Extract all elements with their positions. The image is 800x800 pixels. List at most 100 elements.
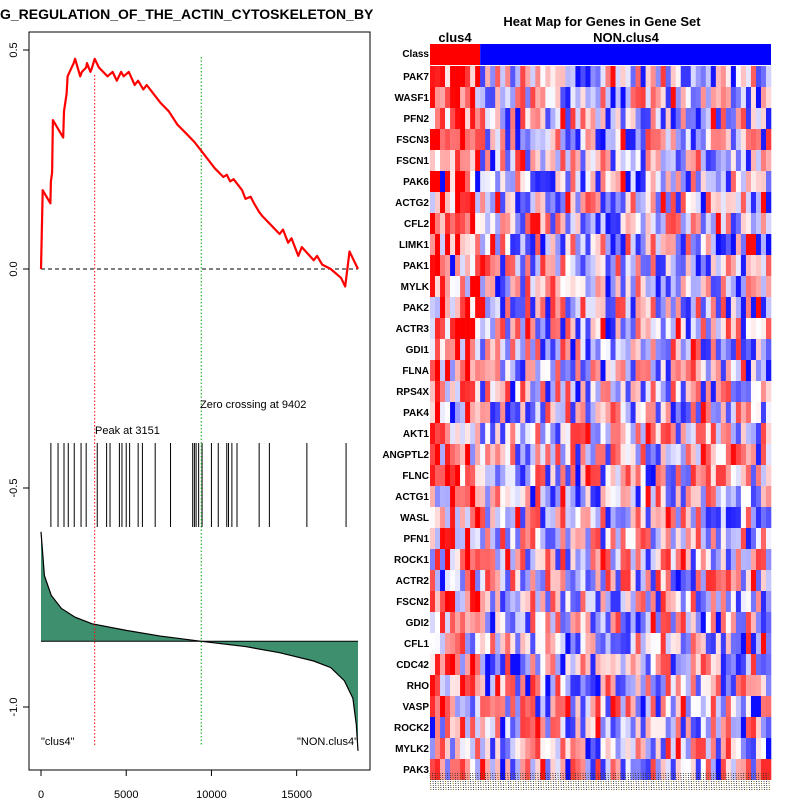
heatmap-cell	[505, 192, 511, 213]
heatmap-cell	[665, 654, 671, 675]
heatmap-cell	[640, 423, 646, 444]
heatmap-cell	[480, 528, 486, 549]
heatmap-cell	[670, 171, 677, 192]
heatmap-cell	[485, 465, 491, 486]
heatmap-cell	[645, 150, 651, 171]
heatmap-cell	[660, 108, 666, 129]
heatmap-cell	[660, 339, 666, 360]
heatmap-cell	[680, 213, 687, 234]
heatmap-cell	[485, 150, 491, 171]
heatmap-cell	[520, 381, 526, 402]
heatmap-cell	[465, 633, 471, 654]
heatmap-cell	[610, 591, 616, 612]
heatmap-cell	[760, 654, 767, 675]
heatmap-cell	[660, 192, 666, 213]
heatmap-cell	[490, 255, 496, 276]
heatmap-cell	[740, 276, 747, 297]
heatmap-cell	[625, 528, 631, 549]
heatmap-cell	[450, 255, 456, 276]
heatmap-cell	[620, 87, 626, 108]
sample-label-mark	[655, 772, 658, 791]
heatmap-cell	[675, 675, 682, 696]
sample-label-mark	[763, 772, 765, 791]
heatmap-cell	[445, 423, 451, 444]
heatmap-cell	[710, 696, 717, 717]
heatmap-cell	[640, 339, 646, 360]
heatmap-cell	[530, 549, 536, 570]
heatmap-cell	[450, 360, 456, 381]
heatmap-cell	[620, 318, 626, 339]
y-tick-label: -0.5	[8, 479, 20, 498]
heatmap-cell	[680, 633, 687, 654]
heatmap-cell	[680, 570, 687, 591]
heatmap-cell	[650, 234, 656, 255]
heatmap-cell	[575, 444, 581, 465]
heatmap-cell	[625, 486, 631, 507]
heatmap-cell	[760, 507, 767, 528]
heatmap-cell	[465, 423, 471, 444]
heatmap-cell	[710, 66, 717, 87]
heatmap-cell	[595, 339, 601, 360]
heatmap-cell	[640, 738, 646, 759]
heatmap-cell	[640, 486, 646, 507]
heatmap-cell	[460, 759, 466, 780]
heatmap-cell	[450, 381, 456, 402]
heatmap-cell	[530, 612, 536, 633]
heatmap-cell	[440, 87, 446, 108]
heatmap-cell	[440, 675, 446, 696]
heatmap-cell	[525, 66, 531, 87]
heatmap-cell	[480, 297, 486, 318]
heatmap-cell	[705, 339, 712, 360]
heatmap-cell	[535, 675, 541, 696]
heatmap-cell	[745, 675, 752, 696]
heatmap-cell	[515, 192, 521, 213]
heatmap-cell	[480, 696, 486, 717]
heatmap-cell	[485, 318, 491, 339]
heatmap-cell	[440, 129, 446, 150]
gene-label: PAK1	[403, 261, 429, 272]
heatmap-cell	[565, 465, 571, 486]
heatmap-cell	[435, 423, 441, 444]
heatmap-cell	[625, 675, 631, 696]
heatmap-cell	[440, 717, 446, 738]
heatmap-cell	[690, 507, 697, 528]
heatmap-cell	[725, 717, 732, 738]
heatmap-cell	[615, 108, 621, 129]
heatmap-cell	[740, 87, 747, 108]
gene-label: MYLK	[401, 282, 430, 293]
heatmap-cell	[535, 171, 541, 192]
heatmap-cell	[620, 507, 626, 528]
sample-label-mark	[567, 772, 570, 791]
heatmap-cell	[685, 717, 692, 738]
heatmap-cell	[675, 612, 682, 633]
heatmap-cell	[765, 507, 772, 528]
gene-label: CDC42	[396, 660, 429, 671]
heatmap-cell	[695, 87, 702, 108]
heatmap-cell	[735, 234, 742, 255]
heatmap-cell	[655, 150, 661, 171]
heatmap-cell	[610, 528, 616, 549]
heatmap-cell	[580, 612, 586, 633]
heatmap-cell	[520, 486, 526, 507]
heatmap-cell	[610, 549, 616, 570]
heatmap-cell	[605, 108, 611, 129]
heatmap-cell	[490, 423, 496, 444]
heatmap-cell	[720, 108, 727, 129]
heatmap-cell	[465, 171, 471, 192]
heatmap-cell	[465, 717, 471, 738]
heatmap-cell	[725, 696, 732, 717]
heatmap-cell	[555, 591, 561, 612]
heatmap-cell	[600, 696, 606, 717]
heatmap-cell	[570, 507, 576, 528]
heatmap-cell	[510, 612, 516, 633]
heatmap-cell	[430, 759, 436, 780]
heatmap-cell	[705, 759, 712, 780]
heatmap-cell	[510, 738, 516, 759]
heatmap-cell	[755, 486, 762, 507]
heatmap-cell	[510, 108, 516, 129]
heatmap-cell	[720, 87, 727, 108]
heatmap-cell	[670, 339, 677, 360]
heatmap-cell	[685, 570, 692, 591]
heatmap-cell	[690, 465, 697, 486]
heatmap-cell	[765, 402, 772, 423]
